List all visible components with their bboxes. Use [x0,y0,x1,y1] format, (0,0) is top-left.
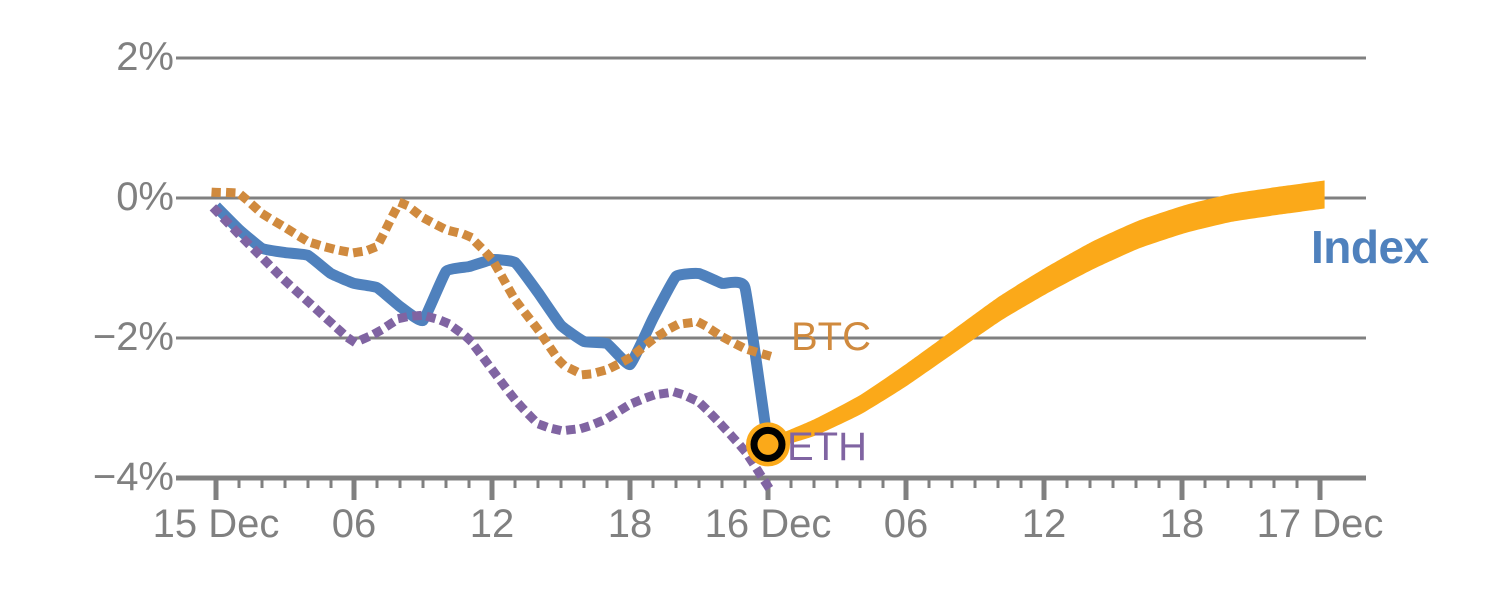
series-label-index: Index [1311,221,1429,273]
series-line-btc [211,187,774,379]
x-tick-label: 18 [607,502,653,546]
series-group [209,187,775,493]
gridlines-group [176,56,1366,481]
series-line-index [212,202,774,446]
y-tick-label: 2% [116,35,174,79]
x-tick-label: 12 [1021,502,1067,546]
forecast-band [768,180,1325,450]
x-tick-label: 17 Dec [1256,502,1384,546]
forecast-band-area [768,180,1325,450]
marker-ring[interactable] [750,426,786,462]
series-line-eth [209,204,775,493]
x-tick-label: 06 [331,502,377,546]
current-point-marker[interactable] [746,422,790,467]
x-tick-label: 15 Dec [152,502,280,546]
x-tick-label: 12 [469,502,515,546]
y-tick-label: 0% [116,175,174,219]
y-tick-label: −4% [92,455,174,499]
series-label-eth: ETH [787,425,867,469]
series-label-btc: BTC [791,315,871,359]
x-tick-label: 16 Dec [704,502,832,546]
x-tick-label: 18 [1159,502,1205,546]
x-tick-label: 06 [883,502,929,546]
y-tick-label: −2% [92,315,174,359]
